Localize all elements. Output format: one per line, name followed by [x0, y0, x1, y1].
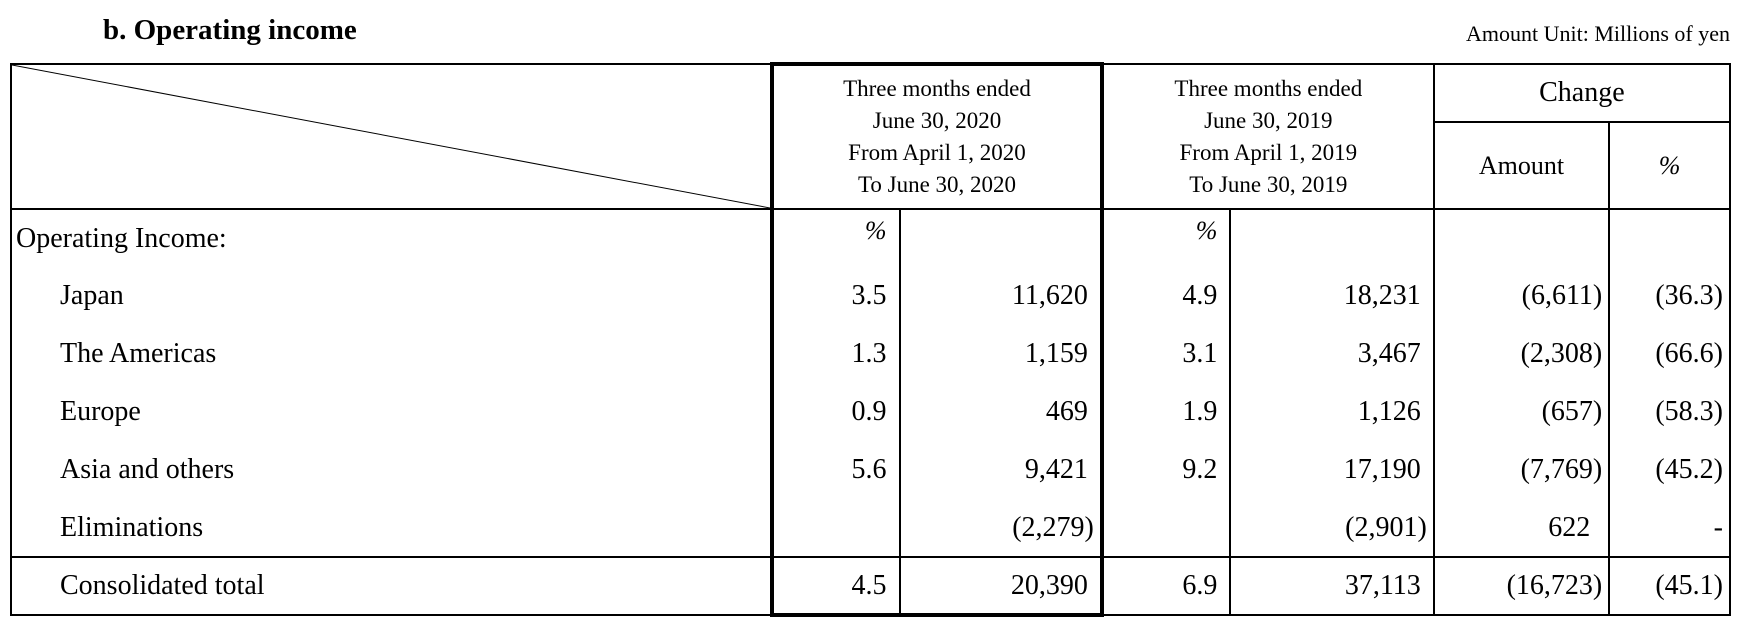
cell-amt-2019: 17,190 [1230, 441, 1435, 499]
table-row-total: Consolidated total 4.5 20,390 6.9 37,113… [9, 557, 1731, 617]
cell-pct-2019 [1101, 499, 1232, 558]
section-label: Operating Income: [9, 209, 773, 267]
cell-pct-2019: 1.9 [1101, 383, 1232, 441]
cell-amt-2020: 9,421 [899, 441, 1104, 499]
cell-pct-2020: 0.9 [770, 383, 901, 441]
amount-unit: Amount Unit: Millions of yen [1466, 21, 1730, 46]
cell-amt-2019: 18,231 [1230, 267, 1435, 325]
row-label: Europe [9, 383, 773, 441]
cell-amt-2020: 11,620 [899, 267, 1104, 325]
cell-change-amt: (7,769) [1433, 441, 1611, 499]
row-label: Consolidated total [9, 557, 773, 616]
cell-change-pct: (36.3) [1609, 267, 1731, 325]
header-change: Change [1432, 63, 1732, 123]
cell-pct-2020: 1.3 [770, 325, 901, 383]
cell-amt-2019: 3,467 [1230, 325, 1435, 383]
table-row: Europe 0.9 469 1.9 1,126 (657) (58.3) [9, 383, 1731, 441]
row-label: Asia and others [9, 441, 773, 499]
cell-amt-2019: 37,113 [1230, 557, 1435, 616]
cell-pct-2019: 4.9 [1101, 267, 1232, 325]
cell-change-pct: (45.2) [1609, 441, 1731, 499]
cell-pct-2019: 6.9 [1101, 557, 1232, 616]
cell-pct-2020: 5.6 [770, 441, 901, 499]
cell-change-amt: (657) [1433, 383, 1611, 441]
cell-change-pct: - [1609, 499, 1731, 558]
cell-pct-2019: 9.2 [1101, 441, 1232, 499]
cell-change-pct: (58.3) [1609, 383, 1731, 441]
cell-pct-2019: 3.1 [1101, 325, 1232, 383]
cell-change-amt: 622 [1433, 499, 1611, 558]
cell-amt-2019: 1,126 [1230, 383, 1435, 441]
cell-change-amt: (16,723) [1433, 557, 1611, 616]
table-row: Asia and others 5.6 9,421 9.2 17,190 (7,… [9, 441, 1731, 499]
header-change-percent: % [1608, 121, 1731, 210]
row-label: Eliminations [9, 499, 773, 558]
cell-pct-2020: 4.5 [770, 557, 901, 617]
cell-change-amt: (6,611) [1433, 267, 1611, 325]
table-row: Japan 3.5 11,620 4.9 18,231 (6,611) (36.… [9, 267, 1731, 325]
pct-marker-2019: % [1101, 209, 1232, 267]
header-change-amount: Amount [1432, 121, 1611, 210]
row-label: The Americas [9, 325, 773, 383]
cell-pct-2020 [770, 499, 901, 558]
row-label: Japan [9, 267, 773, 325]
cell-pct-2020: 3.5 [770, 267, 901, 325]
cell-change-amt: (2,308) [1433, 325, 1611, 383]
cell-amt-2020: (2,279) [899, 499, 1104, 558]
table-row: Eliminations (2,279) (2,901) 622 - [9, 499, 1731, 558]
cell-amt-2019: (2,901) [1230, 499, 1435, 558]
cell-amt-2020: 1,159 [899, 325, 1104, 383]
table-row-section: Operating Income: % % [9, 209, 1731, 267]
cell-amt-2020: 20,390 [899, 557, 1104, 617]
diagonal-line [12, 65, 770, 208]
cell-change-pct: (45.1) [1609, 557, 1731, 616]
section-title: b. Operating income [103, 14, 357, 46]
header-corner [9, 63, 774, 210]
header-period-2020: Three months ended June 30, 2020 From Ap… [770, 62, 1104, 210]
operating-income-table: Three months ended June 30, 2020 From Ap… [9, 62, 1732, 617]
pct-marker-2020: % [770, 209, 901, 267]
cell-change-pct: (66.6) [1609, 325, 1731, 383]
header-period-2019: Three months ended June 30, 2019 From Ap… [1100, 63, 1435, 210]
table-row: The Americas 1.3 1,159 3.1 3,467 (2,308)… [9, 325, 1731, 383]
cell-amt-2020: 469 [899, 383, 1104, 441]
